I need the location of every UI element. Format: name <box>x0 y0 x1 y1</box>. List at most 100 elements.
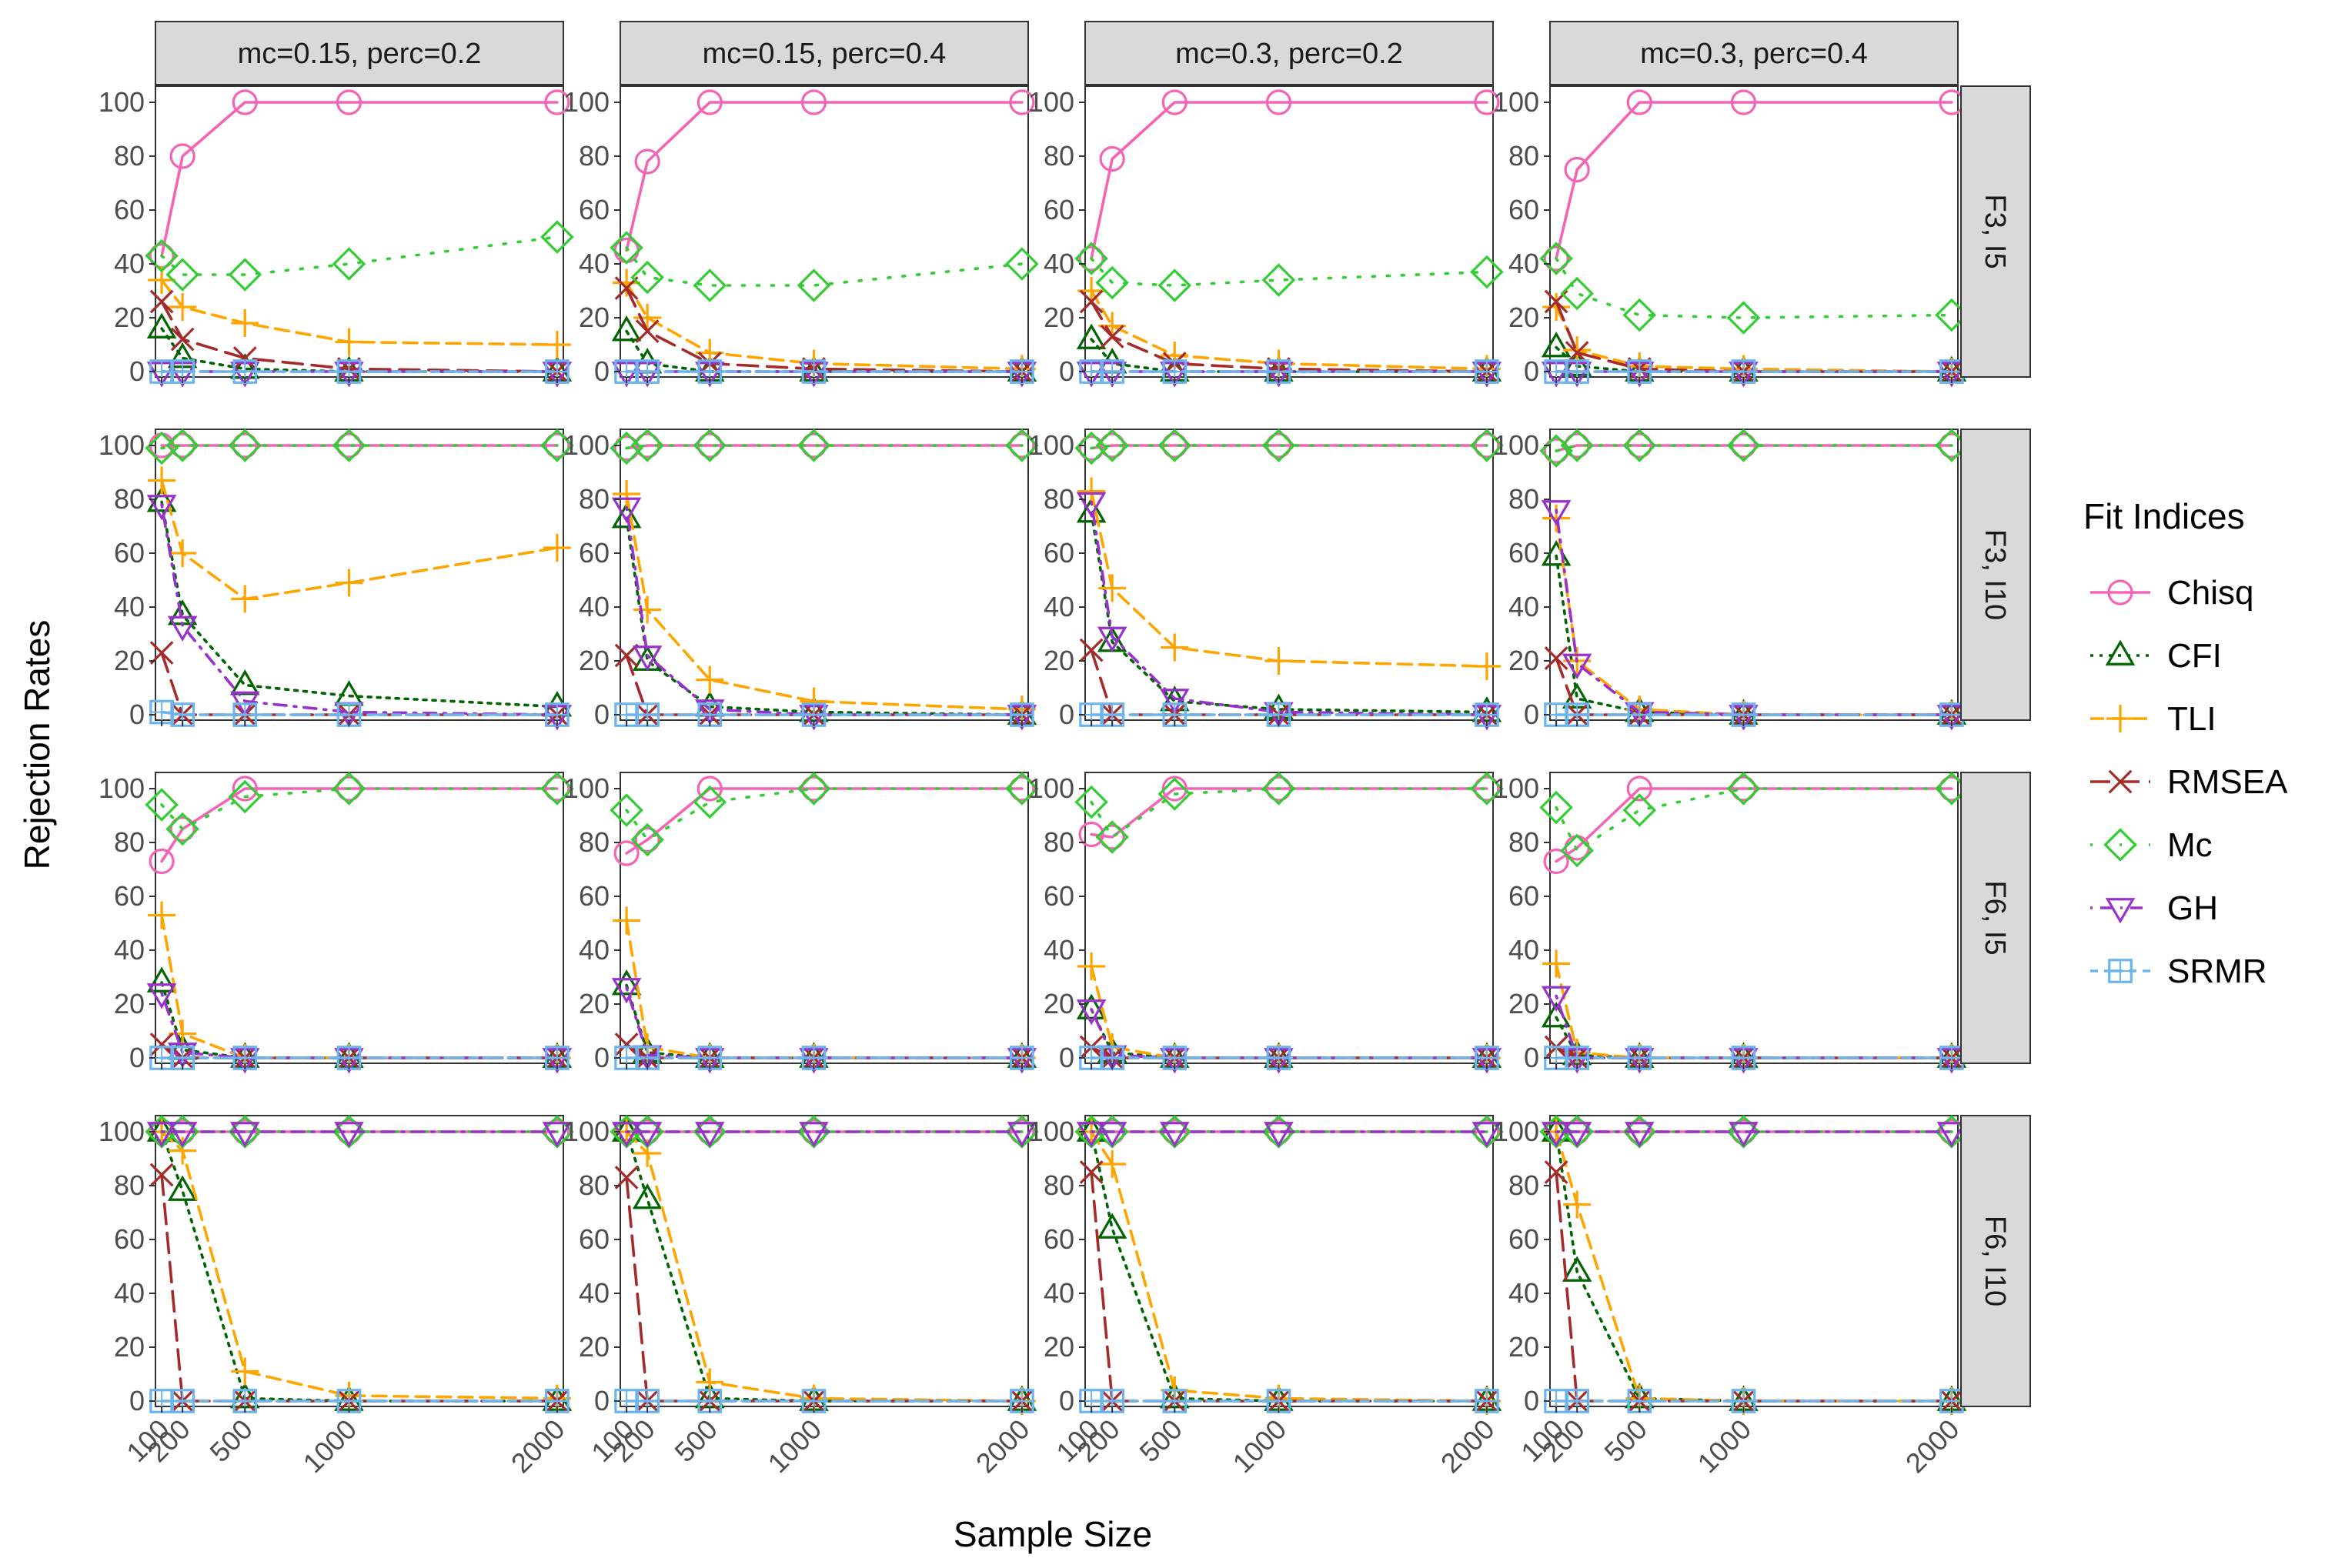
point-mc-200 <box>630 260 664 295</box>
point-mc-500 <box>228 779 262 814</box>
y-tick-label: 20 <box>1044 1331 1074 1363</box>
point-chisq-2000 <box>1474 432 1500 459</box>
series-line-tli <box>625 492 1024 711</box>
y-tick-label: 40 <box>1044 1277 1074 1309</box>
point-tli-500 <box>231 1357 259 1386</box>
column-strip <box>1084 21 1494 85</box>
y-tick-label: 0 <box>1524 1042 1539 1073</box>
point-chisq-2000 <box>544 776 570 802</box>
y-tick-label: 60 <box>114 1223 145 1255</box>
point-tli-100 <box>148 901 176 929</box>
point-tli-1000 <box>335 569 363 597</box>
point-chisq-500 <box>1626 89 1652 115</box>
point-tli-200 <box>1563 336 1592 364</box>
point-cfi-200 <box>1562 1256 1592 1282</box>
point-mc-200 <box>165 429 199 462</box>
y-tick-label: 0 <box>594 355 610 387</box>
series-tli <box>148 266 571 359</box>
point-gh-100 <box>1076 999 1107 1026</box>
y-tick-label: 80 <box>1508 1169 1539 1201</box>
series-chisq <box>1078 89 1500 272</box>
series-mc <box>145 772 574 846</box>
y-tick-label: 80 <box>579 140 610 172</box>
panel-border <box>1549 1115 1959 1407</box>
series-line-mc <box>1555 444 1953 452</box>
panel-f3-i5-mc-0-3-perc-0-4: 0 20 40 60 80 100 mc=0.3, perc=0.4 F3, I5 <box>1493 21 2031 388</box>
y-tick-label: 40 <box>1044 248 1074 279</box>
row-strip <box>1960 1115 2031 1407</box>
point-tli-100 <box>613 906 641 935</box>
point-chisq-1000 <box>336 89 362 115</box>
point-chisq-200 <box>1099 824 1125 850</box>
point-mc-1000 <box>1261 429 1296 462</box>
point-mc-100 <box>145 431 179 465</box>
y-tick-label: 80 <box>1508 140 1539 172</box>
legend-title: Fit Indices <box>2083 496 2245 536</box>
panel-border <box>620 429 1029 721</box>
x-axis-title: Sample Size <box>954 1514 1152 1554</box>
point-tli-200 <box>1098 574 1127 602</box>
y-tick-label: 40 <box>114 1277 145 1309</box>
y-tick-label: 40 <box>1044 934 1074 966</box>
point-cfi-200 <box>167 1175 198 1201</box>
point-tli-500 <box>1161 633 1189 662</box>
point-rmsea-200 <box>1100 325 1124 349</box>
y-tick-label: 20 <box>579 988 610 1019</box>
series-chisq <box>1543 89 1965 272</box>
point-gh-2000 <box>542 1122 573 1148</box>
point-mc-200 <box>165 812 199 846</box>
y-tick-label: 60 <box>1044 1223 1074 1255</box>
point-tli-100 <box>1077 477 1106 505</box>
point-mc-200 <box>165 258 199 292</box>
point-chisq-2000 <box>1009 89 1035 115</box>
point-gh-100 <box>611 497 642 523</box>
y-tick-label: 100 <box>1028 1116 1074 1147</box>
row-strip-label: F6, I10 <box>1979 1216 2011 1306</box>
point-chisq-100 <box>613 840 640 866</box>
point-mc-100 <box>1539 242 1573 275</box>
point-tli-1000 <box>335 328 363 356</box>
point-tli-200 <box>1563 1190 1592 1219</box>
point-mc-1000 <box>797 772 831 806</box>
point-rmsea-500 <box>232 346 257 370</box>
y-tick-label: 80 <box>1508 826 1539 858</box>
point-rmsea-100 <box>149 1163 174 1187</box>
y-tick-label: 40 <box>579 248 610 279</box>
point-cfi-100 <box>146 312 177 339</box>
panel-border <box>620 85 1029 378</box>
point-gh-500 <box>695 699 725 726</box>
point-cfi-100 <box>611 315 642 342</box>
y-tick-label: 60 <box>1508 1223 1539 1255</box>
row-strip <box>1960 429 2031 721</box>
series-chisq <box>1078 776 1500 850</box>
point-rmsea-100 <box>614 276 639 300</box>
column-strip-label: mc=0.15, perc=0.4 <box>703 38 947 70</box>
point-chisq-500 <box>696 776 723 802</box>
point-chisq-500 <box>696 89 723 115</box>
panel-f6-i5-mc-0-15-perc-0-2: 0 20 40 60 80 100 <box>99 772 574 1074</box>
panel-border <box>155 772 564 1064</box>
point-tli-500 <box>231 585 259 613</box>
y-tick-label: 60 <box>114 194 145 225</box>
series-mc <box>145 220 574 292</box>
y-tick-label: 60 <box>579 880 610 912</box>
point-gh-2000 <box>1007 1122 1037 1148</box>
point-tli-200 <box>169 293 197 321</box>
point-gh-100 <box>611 1122 642 1148</box>
y-tick-label: 0 <box>594 699 610 730</box>
series-line-mc <box>1090 787 1488 839</box>
point-mc-200 <box>1560 276 1594 311</box>
legend-marker <box>2108 959 2133 983</box>
y-tick-label: 20 <box>1508 1331 1539 1363</box>
point-tli-200 <box>633 304 662 332</box>
row-strip <box>1960 772 2031 1064</box>
point-mc-200 <box>1560 429 1594 462</box>
point-chisq-200 <box>169 143 195 169</box>
point-tli-100 <box>148 466 176 495</box>
y-tick-label: 80 <box>114 140 145 172</box>
point-gh-1000 <box>1264 1122 1294 1148</box>
point-mc-500 <box>693 429 727 462</box>
point-mc-2000 <box>540 429 574 462</box>
point-gh-100 <box>146 983 177 1009</box>
point-mc-2000 <box>1470 772 1504 806</box>
